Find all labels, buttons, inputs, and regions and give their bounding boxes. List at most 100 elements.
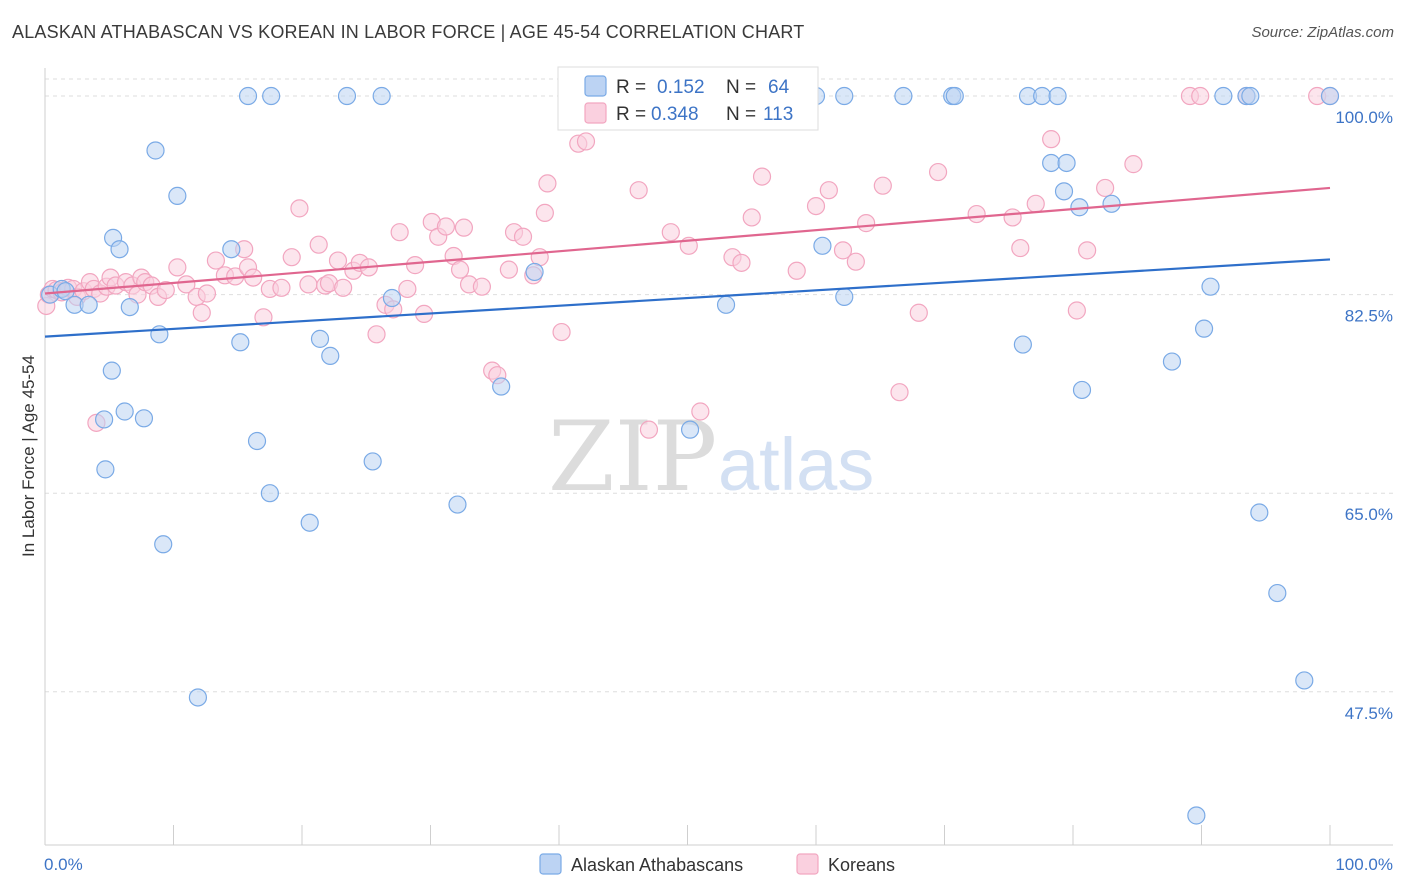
point-athabascan-37 <box>813 236 832 255</box>
point-korean-53 <box>405 256 425 275</box>
point-athabascan-15 <box>154 535 173 554</box>
y-tick-label-1: 65.0% <box>1345 505 1393 524</box>
point-athabascan-23 <box>262 86 281 106</box>
point-korean-70 <box>535 203 554 223</box>
point-athabascan-46 <box>1042 153 1061 173</box>
point-korean-106 <box>1124 155 1143 174</box>
point-korean-90 <box>819 181 838 200</box>
point-korean-65 <box>499 260 518 279</box>
point-korean-100 <box>1011 238 1030 258</box>
legend-r-value-athabascan: 0.152 <box>657 77 705 98</box>
point-athabascan-27 <box>337 86 357 106</box>
point-athabascan-54 <box>1194 319 1214 338</box>
point-korean-28 <box>206 251 226 270</box>
point-athabascan-6 <box>96 460 115 479</box>
point-athabascan-56 <box>1214 86 1233 106</box>
point-korean-37 <box>282 248 301 267</box>
point-athabascan-50 <box>1013 335 1032 354</box>
bottom-legend-swatch-korean <box>796 853 819 875</box>
point-korean-104 <box>1078 241 1097 260</box>
point-athabascan-45 <box>1048 86 1067 106</box>
point-athabascan-30 <box>382 288 402 308</box>
point-athabascan-24 <box>300 513 319 532</box>
point-korean-59 <box>450 260 470 279</box>
watermark: ZIP atlas <box>548 401 874 513</box>
point-korean-81 <box>661 223 680 242</box>
point-athabascan-48 <box>1054 182 1074 201</box>
point-athabascan-10 <box>115 402 134 421</box>
legend-n-value-korean: 113 <box>763 104 793 125</box>
point-athabascan-22 <box>260 484 279 503</box>
watermark-zip: ZIP <box>548 401 717 513</box>
gridlines <box>45 78 1393 693</box>
point-athabascan-49 <box>1072 380 1092 400</box>
point-athabascan-55 <box>1201 277 1220 296</box>
point-athabascan-7 <box>95 410 114 429</box>
point-athabascan-59 <box>1250 503 1269 522</box>
point-athabascan-34 <box>680 420 700 439</box>
point-korean-72 <box>552 322 571 342</box>
point-athabascan-11 <box>120 297 139 317</box>
legend-r-label-korean: R = <box>616 104 646 125</box>
point-athabascan-40 <box>894 86 913 106</box>
point-korean-91 <box>833 241 853 260</box>
point-athabascan-29 <box>372 86 391 106</box>
point-korean-24 <box>177 275 196 294</box>
legend-n-value-athabascan: 64 <box>768 77 790 98</box>
point-athabascan-33 <box>525 262 544 282</box>
trend-line-athabascan <box>44 258 1331 338</box>
point-korean-86 <box>742 208 761 227</box>
chart-source: Source: ZipAtlas.com <box>1251 24 1394 41</box>
chart-title: ALASKAN ATHABASCAN VS KOREAN IN LABOR FO… <box>12 22 805 42</box>
point-korean-26 <box>192 303 211 322</box>
point-korean-92 <box>846 252 865 271</box>
legend-r-label-athabascan: R = <box>616 77 646 98</box>
point-korean-85 <box>732 253 751 272</box>
point-athabascan-58 <box>1241 86 1260 106</box>
point-athabascan-35 <box>716 295 736 314</box>
point-korean-105 <box>1096 178 1115 198</box>
trend-lines <box>44 186 1331 338</box>
point-korean-48 <box>367 325 386 344</box>
point-athabascan-19 <box>231 333 250 352</box>
point-athabascan-31 <box>448 495 467 514</box>
legend-n-label-athabascan: N = <box>726 77 756 98</box>
point-korean-94 <box>873 176 892 195</box>
point-korean-99 <box>1003 208 1022 227</box>
point-athabascan-63 <box>1320 86 1340 106</box>
point-korean-23 <box>168 258 187 277</box>
point-korean-97 <box>928 162 948 182</box>
point-korean-95 <box>890 383 909 402</box>
point-korean-38 <box>290 199 309 218</box>
trend-line-korean <box>44 186 1331 295</box>
top-legend: R = 0.152 N = 64 R = 0.348 N = 113 <box>557 66 819 131</box>
point-korean-34 <box>254 308 273 327</box>
point-athabascan-61 <box>1268 583 1287 603</box>
point-athabascan-52 <box>1102 194 1121 213</box>
x-tick-label-max: 100.0% <box>1335 855 1393 874</box>
point-athabascan-4 <box>79 295 98 314</box>
x-tick-label-min: 0.0% <box>44 855 83 874</box>
watermark-atlas: atlas <box>718 423 874 506</box>
y-tick-labels: 47.5% 65.0% 82.5% 100.0% <box>1335 108 1393 723</box>
point-athabascan-28 <box>363 452 382 471</box>
legend-swatch-athabascan <box>584 75 607 97</box>
point-athabascan-13 <box>146 141 165 160</box>
point-athabascan-26 <box>321 346 340 365</box>
bottom-legend-swatch-athabascan <box>539 853 562 875</box>
point-athabascan-20 <box>238 86 258 106</box>
point-korean-71 <box>538 174 557 193</box>
point-korean-98 <box>967 204 986 224</box>
y-tick-label-2: 82.5% <box>1345 307 1393 326</box>
point-athabascan-12 <box>134 409 154 428</box>
point-korean-57 <box>436 217 456 236</box>
point-korean-36 <box>272 278 291 297</box>
point-athabascan-32 <box>492 377 511 396</box>
point-korean-80 <box>639 420 659 439</box>
point-athabascan-21 <box>247 431 267 451</box>
point-korean-67 <box>513 227 533 246</box>
point-athabascan-47 <box>1057 153 1076 173</box>
point-korean-60 <box>454 218 474 237</box>
point-korean-108 <box>1191 86 1210 106</box>
y-axis-title: In Labor Force | Age 45-54 <box>19 355 38 557</box>
